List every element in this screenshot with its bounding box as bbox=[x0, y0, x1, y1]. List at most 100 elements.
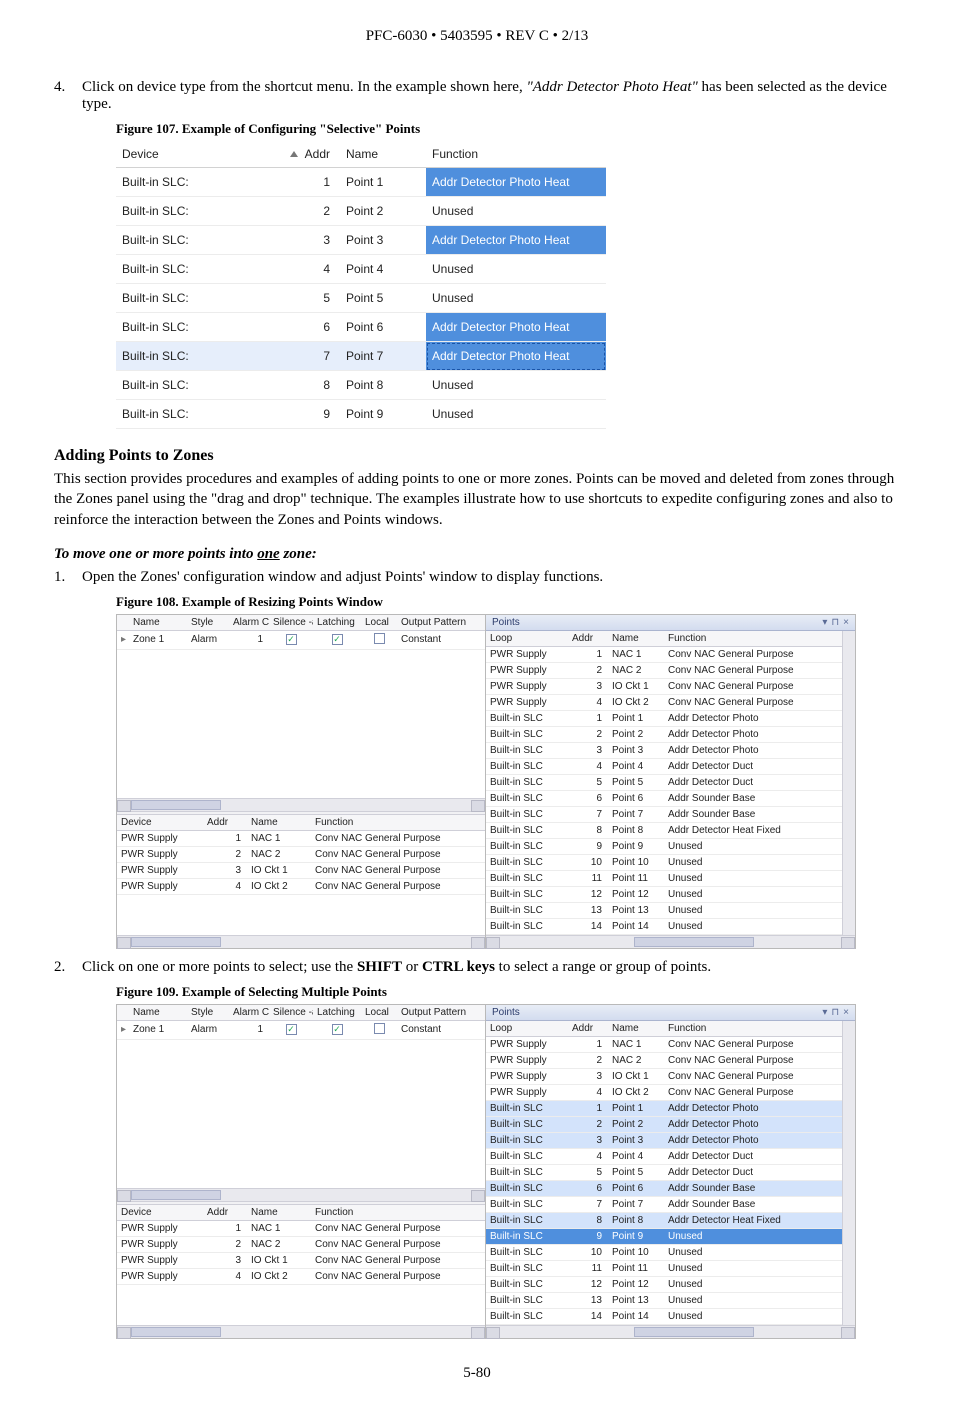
table-row[interactable]: PWR Supply1NAC 1Conv NAC General Purpose bbox=[486, 646, 842, 662]
zones-col[interactable]: Name bbox=[129, 1005, 187, 1021]
scrollbar-h[interactable] bbox=[117, 935, 485, 948]
zones-col[interactable]: Silence -able bbox=[269, 615, 313, 631]
table-row[interactable]: Built-in SLC2Point 2Addr Detector Photo bbox=[486, 1116, 842, 1132]
table-row[interactable]: PWR Supply3IO Ckt 1Conv NAC General Purp… bbox=[486, 678, 842, 694]
close-icon[interactable]: × bbox=[843, 617, 849, 628]
points-col[interactable]: Addr bbox=[568, 1021, 608, 1037]
ll-col[interactable]: Function bbox=[311, 1205, 485, 1221]
table-row[interactable]: PWR Supply2NAC 2Conv NAC General Purpose bbox=[117, 1237, 485, 1253]
points-col[interactable]: Name bbox=[608, 1021, 664, 1037]
table-row[interactable]: Built-in SLC4Point 4Addr Detector Duct bbox=[486, 758, 842, 774]
table-row[interactable]: PWR Supply4IO Ckt 2Conv NAC General Purp… bbox=[117, 879, 485, 895]
table-row[interactable]: Built-in SLC:3Point 3Addr Detector Photo… bbox=[116, 226, 606, 255]
points-col[interactable]: Addr bbox=[568, 631, 608, 647]
zones-col[interactable]: Latching bbox=[313, 1005, 361, 1021]
table-row[interactable]: Built-in SLC9Point 9Unused bbox=[486, 1228, 842, 1244]
table-row[interactable]: Built-in SLC13Point 13Unused bbox=[486, 1292, 842, 1308]
dropdown-icon[interactable]: ▾ bbox=[822, 1007, 827, 1018]
col-function[interactable]: Function bbox=[426, 141, 606, 168]
table-row[interactable]: Built-in SLC2Point 2Addr Detector Photo bbox=[486, 726, 842, 742]
close-icon[interactable]: × bbox=[843, 1007, 849, 1018]
table-row[interactable]: PWR Supply2NAC 2Conv NAC General Purpose bbox=[486, 1052, 842, 1068]
table-row[interactable]: PWR Supply4IO Ckt 2Conv NAC General Purp… bbox=[486, 694, 842, 710]
ll-col[interactable]: Device bbox=[117, 815, 203, 831]
table-row[interactable]: Built-in SLC10Point 10Unused bbox=[486, 1244, 842, 1260]
table-row[interactable]: Built-in SLC1Point 1Addr Detector Photo bbox=[486, 710, 842, 726]
scrollbar-h[interactable] bbox=[486, 935, 855, 948]
col-device[interactable]: Device bbox=[116, 141, 280, 168]
ll-col[interactable]: Addr bbox=[203, 1205, 247, 1221]
table-row[interactable]: Built-in SLC:2Point 2Unused bbox=[116, 197, 606, 226]
ll-col[interactable]: Function bbox=[311, 815, 485, 831]
table-row[interactable]: PWR Supply1NAC 1Conv NAC General Purpose bbox=[117, 831, 485, 847]
table-row[interactable]: PWR Supply4IO Ckt 2Conv NAC General Purp… bbox=[486, 1084, 842, 1100]
zones-col[interactable]: Alarm Count bbox=[229, 615, 269, 631]
points-col[interactable]: Name bbox=[608, 631, 664, 647]
table-row[interactable]: PWR Supply3IO Ckt 1Conv NAC General Purp… bbox=[117, 1253, 485, 1269]
zones-col[interactable]: Output Pattern bbox=[397, 1005, 485, 1021]
scrollbar-v[interactable] bbox=[842, 1021, 855, 1325]
table-row[interactable]: PWR Supply2NAC 2Conv NAC General Purpose bbox=[486, 662, 842, 678]
scrollbar-h[interactable] bbox=[117, 1188, 485, 1201]
zones-col[interactable]: Silence -able bbox=[269, 1005, 313, 1021]
table-row[interactable]: Built-in SLC14Point 14Unused bbox=[486, 918, 842, 934]
scrollbar-h[interactable] bbox=[117, 1325, 485, 1338]
pin-icon[interactable]: ⊓ bbox=[831, 617, 839, 628]
col-name[interactable]: Name bbox=[340, 141, 426, 168]
expand-icon[interactable]: ▸ bbox=[117, 1020, 129, 1039]
zones-col[interactable]: Alarm Count bbox=[229, 1005, 269, 1021]
table-row[interactable]: PWR Supply1NAC 1Conv NAC General Purpose bbox=[486, 1036, 842, 1052]
table-row[interactable]: Built-in SLC5Point 5Addr Detector Duct bbox=[486, 774, 842, 790]
expand-icon[interactable]: ▸ bbox=[117, 630, 129, 649]
points-col[interactable]: Loop bbox=[486, 1021, 568, 1037]
points-col[interactable]: Function bbox=[664, 1021, 842, 1037]
checkbox-icon[interactable]: ✓ bbox=[286, 1024, 297, 1035]
checkbox-icon[interactable]: ✓ bbox=[332, 634, 343, 645]
table-row[interactable]: Built-in SLC12Point 12Unused bbox=[486, 1276, 842, 1292]
table-row[interactable]: Built-in SLC:7Point 7Addr Detector Photo… bbox=[116, 342, 606, 371]
table-row[interactable]: Built-in SLC:1Point 1Addr Detector Photo… bbox=[116, 168, 606, 197]
table-row[interactable]: Built-in SLC8Point 8Addr Detector Heat F… bbox=[486, 822, 842, 838]
table-row[interactable]: Built-in SLC:8Point 8Unused bbox=[116, 371, 606, 400]
table-row[interactable]: PWR Supply2NAC 2Conv NAC General Purpose bbox=[117, 847, 485, 863]
table-row[interactable]: Built-in SLC5Point 5Addr Detector Duct bbox=[486, 1164, 842, 1180]
table-row[interactable]: Built-in SLC3Point 3Addr Detector Photo bbox=[486, 742, 842, 758]
table-row[interactable]: Built-in SLC6Point 6Addr Sounder Base bbox=[486, 790, 842, 806]
table-row[interactable]: Built-in SLC:5Point 5Unused bbox=[116, 284, 606, 313]
scrollbar-v[interactable] bbox=[842, 631, 855, 935]
table-row[interactable]: Built-in SLC13Point 13Unused bbox=[486, 902, 842, 918]
pin-icon[interactable]: ⊓ bbox=[831, 1007, 839, 1018]
table-row[interactable]: Built-in SLC:6Point 6Addr Detector Photo… bbox=[116, 313, 606, 342]
scrollbar-h[interactable] bbox=[486, 1325, 855, 1338]
col-addr[interactable]: Addr bbox=[280, 141, 340, 168]
table-row[interactable]: Built-in SLC14Point 14Unused bbox=[486, 1308, 842, 1324]
table-row[interactable]: Built-in SLC:9Point 9Unused bbox=[116, 400, 606, 429]
checkbox-icon[interactable]: ✓ bbox=[286, 634, 297, 645]
points-col[interactable]: Loop bbox=[486, 631, 568, 647]
ll-col[interactable]: Name bbox=[247, 815, 311, 831]
table-row[interactable]: Built-in SLC8Point 8Addr Detector Heat F… bbox=[486, 1212, 842, 1228]
zones-col[interactable]: Local bbox=[361, 615, 397, 631]
checkbox-icon[interactable] bbox=[374, 1023, 385, 1034]
zone-row[interactable]: ▸Zone 1Alarm1✓✓Constant bbox=[117, 630, 485, 649]
points-col[interactable]: Function bbox=[664, 631, 842, 647]
table-row[interactable]: Built-in SLC1Point 1Addr Detector Photo bbox=[486, 1100, 842, 1116]
table-row[interactable]: Built-in SLC:4Point 4Unused bbox=[116, 255, 606, 284]
table-row[interactable]: Built-in SLC10Point 10Unused bbox=[486, 854, 842, 870]
table-row[interactable]: PWR Supply1NAC 1Conv NAC General Purpose bbox=[117, 1221, 485, 1237]
table-row[interactable]: PWR Supply3IO Ckt 1Conv NAC General Purp… bbox=[486, 1068, 842, 1084]
ll-col[interactable]: Name bbox=[247, 1205, 311, 1221]
checkbox-icon[interactable] bbox=[374, 633, 385, 644]
table-row[interactable]: Built-in SLC6Point 6Addr Sounder Base bbox=[486, 1180, 842, 1196]
ll-col[interactable]: Addr bbox=[203, 815, 247, 831]
table-row[interactable]: Built-in SLC9Point 9Unused bbox=[486, 838, 842, 854]
table-row[interactable]: Built-in SLC11Point 11Unused bbox=[486, 870, 842, 886]
table-row[interactable]: Built-in SLC7Point 7Addr Sounder Base bbox=[486, 806, 842, 822]
scrollbar-h[interactable] bbox=[117, 798, 485, 811]
table-row[interactable]: Built-in SLC3Point 3Addr Detector Photo bbox=[486, 1132, 842, 1148]
table-row[interactable]: Built-in SLC4Point 4Addr Detector Duct bbox=[486, 1148, 842, 1164]
table-row[interactable]: Built-in SLC12Point 12Unused bbox=[486, 886, 842, 902]
zones-col[interactable]: Style bbox=[187, 1005, 229, 1021]
table-row[interactable]: Built-in SLC11Point 11Unused bbox=[486, 1260, 842, 1276]
table-row[interactable]: Built-in SLC7Point 7Addr Sounder Base bbox=[486, 1196, 842, 1212]
